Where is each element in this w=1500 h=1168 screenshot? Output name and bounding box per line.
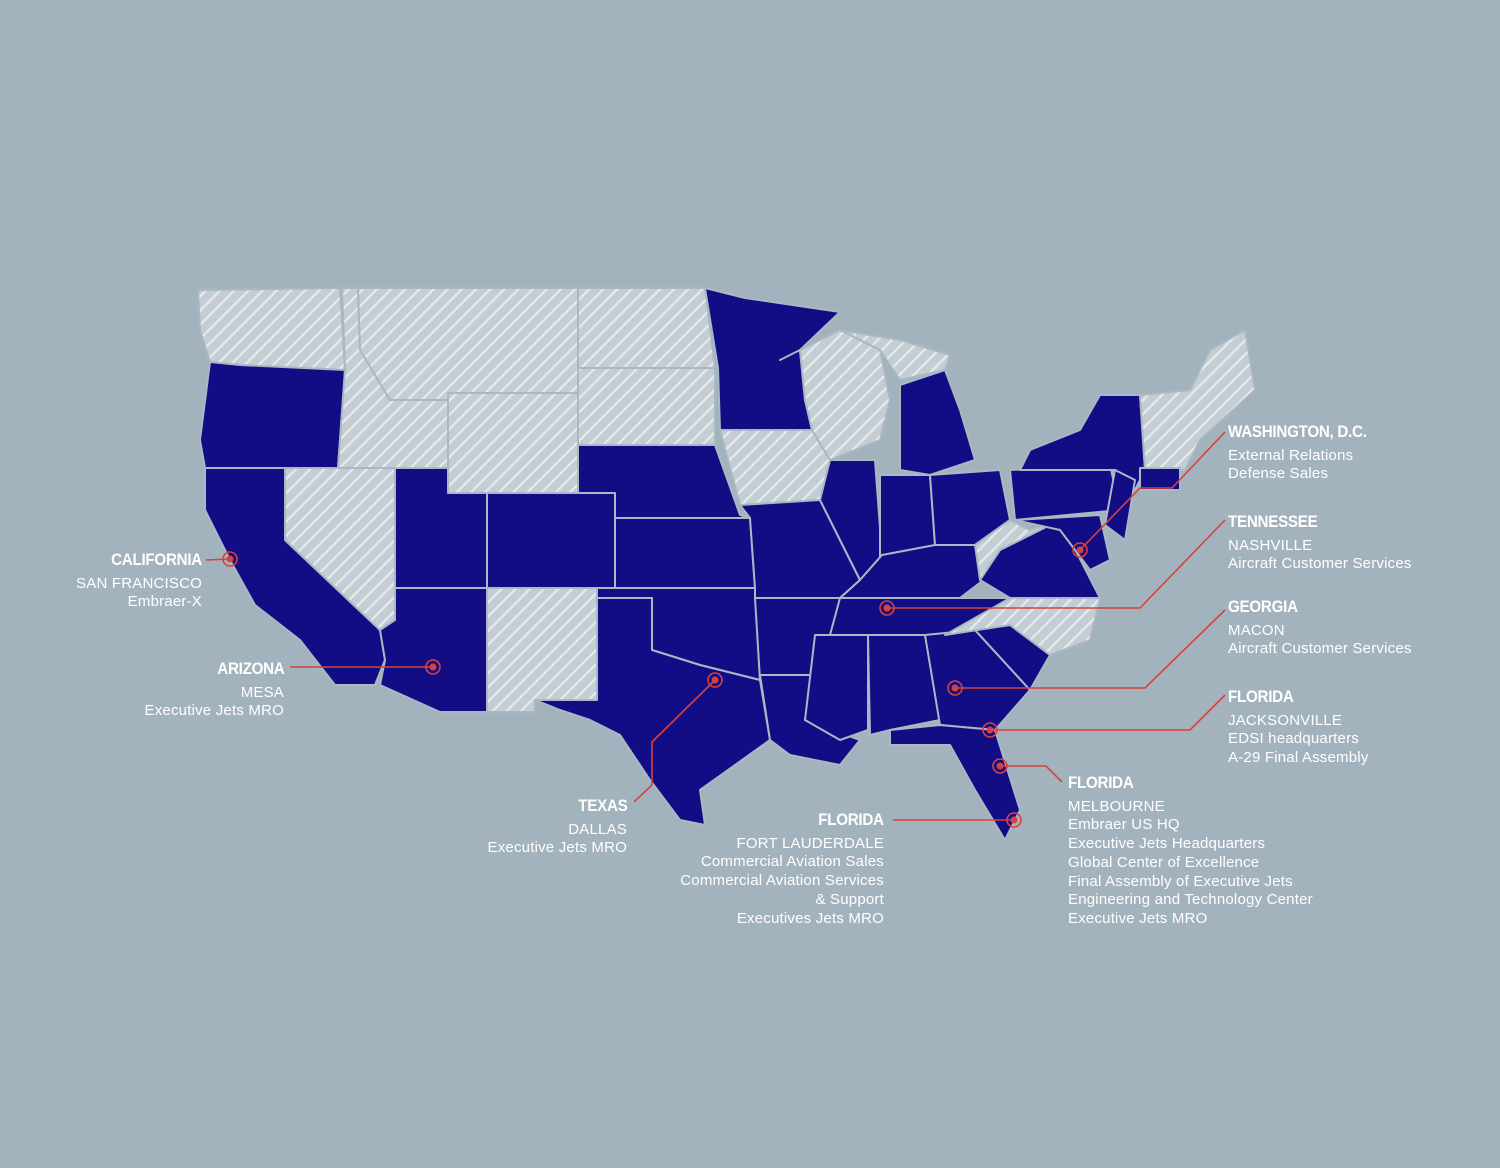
label-title: TEXAS bbox=[577, 797, 628, 815]
label-title: FLORIDA bbox=[1228, 688, 1294, 706]
state-tx bbox=[534, 597, 771, 826]
marker-washington-dc[interactable] bbox=[1072, 542, 1088, 558]
leader-jacksonville bbox=[990, 694, 1226, 731]
state-ia bbox=[719, 429, 831, 506]
leader-washington-dc bbox=[1079, 431, 1226, 551]
label-melbourne: FLORIDA MELBOURNE Embraer US HQ Executiv… bbox=[1068, 774, 1313, 929]
marker-san-francisco[interactable] bbox=[222, 551, 238, 567]
label-title: CALIFORNIA bbox=[111, 551, 202, 569]
label-jacksonville: FLORIDA JACKSONVILLE EDSI headquarters A… bbox=[1228, 688, 1369, 768]
label-line: Engineering and Technology Center bbox=[1068, 891, 1313, 909]
state-nj bbox=[1104, 469, 1136, 541]
leader-tennessee bbox=[887, 519, 1226, 609]
marker-macon[interactable] bbox=[947, 680, 963, 696]
label-city: NASHVILLE bbox=[1228, 536, 1313, 554]
state-or bbox=[199, 361, 346, 469]
label-line: & Support bbox=[815, 890, 884, 908]
label-line: Embraer US HQ bbox=[1068, 816, 1180, 834]
label-line: Executive Jets MRO bbox=[487, 839, 627, 857]
label-title: WASHINGTON, D.C. bbox=[1228, 423, 1367, 441]
state-md-de bbox=[1014, 514, 1111, 571]
label-line: Aircraft Customer Services bbox=[1228, 555, 1412, 573]
label-line: A-29 Final Assembly bbox=[1228, 749, 1369, 767]
marker-jacksonville[interactable] bbox=[982, 722, 998, 738]
label-line: Global Center of Excellence bbox=[1068, 853, 1260, 871]
state-al bbox=[867, 634, 941, 736]
label-city: FORT LAUDERDALE bbox=[736, 834, 884, 852]
label-line: EDSI headquarters bbox=[1228, 730, 1359, 748]
state-ms bbox=[804, 634, 869, 741]
leader-lines bbox=[205, 431, 1226, 821]
state-nm bbox=[486, 587, 598, 713]
state-wy bbox=[447, 392, 579, 494]
leader-texas bbox=[633, 679, 716, 803]
label-line: Embraer-X bbox=[127, 593, 202, 611]
state-ks bbox=[614, 517, 756, 589]
state-ct bbox=[1139, 467, 1181, 491]
marker-mesa[interactable] bbox=[425, 659, 441, 675]
state-pa bbox=[1009, 464, 1121, 521]
leader-melbourne bbox=[1000, 765, 1063, 783]
label-title: GEORGIA bbox=[1228, 598, 1298, 616]
label-line: Final Assembly of Executive Jets bbox=[1068, 872, 1293, 890]
label-line: Executive Jets MRO bbox=[144, 702, 284, 720]
label-line: Commercial Aviation Services bbox=[680, 872, 884, 890]
state-sd bbox=[577, 367, 716, 446]
state-nd bbox=[577, 287, 716, 369]
marker-melbourne[interactable] bbox=[992, 758, 1008, 774]
states bbox=[197, 287, 1256, 841]
label-city: MACON bbox=[1228, 621, 1285, 639]
label-city: DALLAS bbox=[568, 820, 627, 838]
label-title: FLORIDA bbox=[1068, 774, 1134, 792]
label-line: Executives Jets MRO bbox=[736, 909, 884, 927]
leader-california bbox=[205, 558, 231, 561]
state-fl bbox=[889, 724, 1021, 841]
label-texas: TEXAS DALLAS Executive Jets MRO bbox=[487, 797, 628, 858]
label-line: Aircraft Customer Services bbox=[1228, 640, 1412, 658]
state-wa bbox=[197, 287, 346, 371]
label-city: SAN FRANCISCO bbox=[76, 574, 202, 592]
marker-nashville[interactable] bbox=[879, 600, 895, 616]
state-mi bbox=[899, 369, 976, 476]
marker-fort-lauderdale[interactable] bbox=[1006, 812, 1022, 828]
marker-dallas[interactable] bbox=[707, 672, 723, 688]
label-city: MESA bbox=[240, 683, 284, 701]
label-washington-dc: WASHINGTON, D.C. External Relations Defe… bbox=[1228, 423, 1379, 484]
leader-georgia bbox=[955, 609, 1226, 689]
label-arizona: ARIZONA MESA Executive Jets MRO bbox=[144, 660, 285, 721]
label-california: CALIFORNIA SAN FRANCISCO Embraer-X bbox=[76, 551, 202, 612]
label-line: External Relations bbox=[1228, 446, 1354, 464]
label-tennessee: TENNESSEE NASHVILLE Aircraft Customer Se… bbox=[1228, 513, 1412, 574]
label-georgia: GEORGIA MACON Aircraft Customer Services bbox=[1228, 598, 1412, 659]
label-line: Commercial Aviation Sales bbox=[700, 853, 884, 871]
label-fort-lauderdale: FLORIDA FORT LAUDERDALE Commercial Aviat… bbox=[680, 811, 884, 928]
label-line: Executive Jets MRO bbox=[1068, 909, 1208, 927]
state-co bbox=[486, 492, 616, 589]
label-line: Defense Sales bbox=[1228, 465, 1329, 483]
label-city: MELBOURNE bbox=[1068, 797, 1165, 815]
markers bbox=[222, 542, 1088, 828]
label-title: ARIZONA bbox=[216, 660, 284, 678]
label-title: FLORIDA bbox=[818, 811, 884, 829]
label-line: Executive Jets Headquarters bbox=[1068, 835, 1266, 853]
state-az bbox=[379, 587, 488, 713]
label-title: TENNESSEE bbox=[1228, 513, 1318, 531]
state-mt bbox=[357, 287, 579, 401]
label-city: JACKSONVILLE bbox=[1228, 711, 1343, 729]
